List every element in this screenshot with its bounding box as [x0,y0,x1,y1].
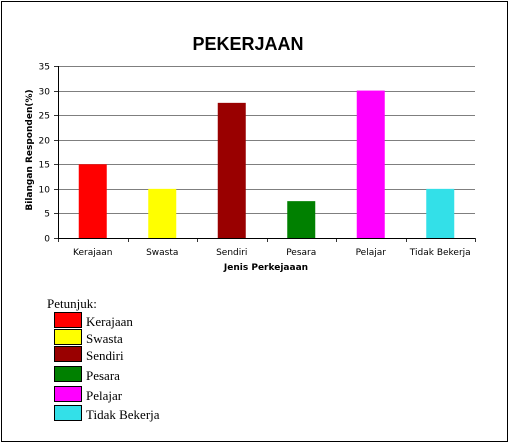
y-tick-label: 5 [44,210,50,220]
legend-swatch [54,312,82,328]
x-tick-label: Pelajar [356,248,387,258]
bar-sendiri [217,102,246,238]
y-axis-title: Bilangan Responden(%) [25,89,35,210]
legend-item: Pelajar [54,386,234,403]
y-tick-label: 15 [39,161,50,171]
chart-title: PEKERJAAN [192,34,303,54]
y-tick-label: 0 [44,235,50,245]
legend-label: Pesara [86,368,120,383]
bar-pelajar [356,90,385,238]
legend-swatch [54,386,82,402]
legend-swatch [54,405,82,421]
legend-item: Swasta [54,329,234,346]
bar-pesara [287,201,316,238]
legend-label: Tidak Bekerja [86,407,160,422]
legend-label: Swasta [86,331,123,346]
x-axis-title: Jenis Perkejaaan [223,263,308,273]
bar-tidak-bekerja [426,188,455,238]
bar-kerajaan [78,164,107,238]
legend-label: Kerajaan [86,314,133,329]
legend-item: Pesara [54,366,234,383]
x-tick-label: Tidak Bekerja [409,248,471,258]
y-tick-label: 20 [39,137,51,147]
x-tick-label: Sendiri [216,248,247,258]
y-axis: 0 5 10 15 20 25 30 35 [39,63,59,245]
legend-swatch [54,329,82,345]
grid-lines [58,66,475,214]
legend-item: Tidak Bekerja [54,405,234,422]
x-tick-label: Swasta [146,248,178,258]
y-tick-label: 25 [39,112,50,122]
x-axis: Kerajaan Swasta Sendiri Pesara Pelajar Tidak … [58,238,476,258]
legend-title: Petunjuk: [47,296,97,311]
x-tick-label: Pesara [286,248,316,258]
bars [78,90,455,238]
legend-item: Sendiri [54,346,234,363]
legend-label: Sendiri [86,348,124,363]
legend-swatch [54,366,82,382]
legend-label: Pelajar [86,388,123,403]
y-tick-label: 35 [39,63,50,73]
legend-item: Kerajaan [54,312,234,329]
y-tick-label: 30 [39,88,51,98]
y-tick-label: 10 [39,186,51,196]
x-tick-label: Kerajaan [73,248,112,258]
legend-swatch [54,346,82,362]
legend-box: Petunjuk: Kerajaan Swasta Sendiri Pesara Pel… [47,296,247,426]
bar-swasta [148,188,177,238]
